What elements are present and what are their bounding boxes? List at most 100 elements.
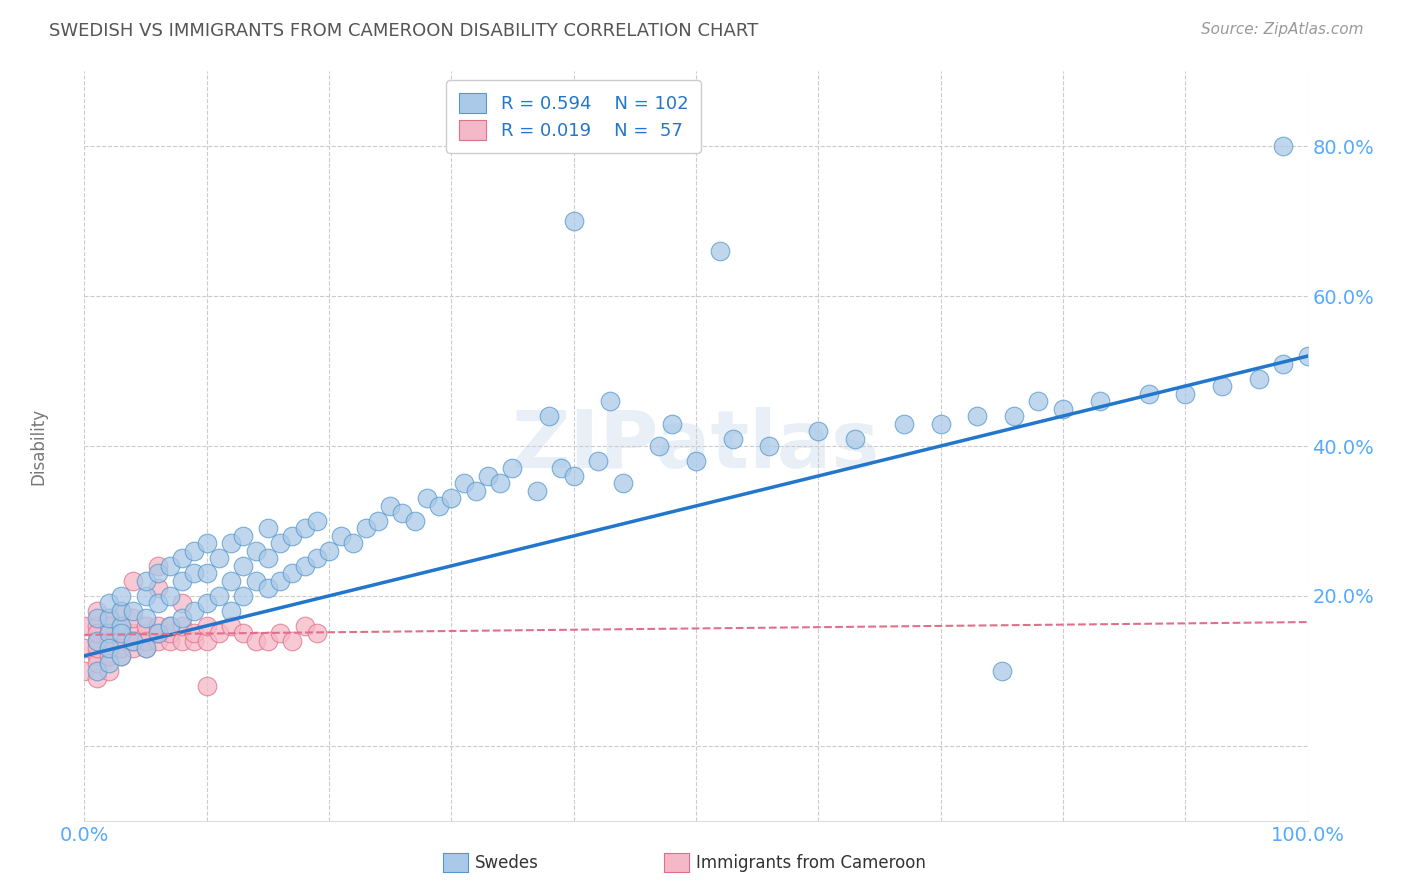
Point [1272, 357, 1295, 371]
Point [86, 671, 108, 685]
Point [1052, 401, 1074, 416]
Point [330, 529, 353, 543]
Point [380, 499, 402, 513]
Point [844, 432, 866, 446]
Point [1088, 394, 1111, 409]
Point [342, 536, 364, 550]
Point [122, 574, 145, 588]
Point [367, 514, 389, 528]
Point [97, 626, 120, 640]
Point [612, 476, 634, 491]
Point [502, 461, 524, 475]
Point [219, 574, 242, 588]
Point [110, 589, 132, 603]
Point [208, 626, 231, 640]
Point [135, 633, 157, 648]
Point [146, 582, 169, 596]
Point [354, 521, 377, 535]
Point [721, 432, 744, 446]
Point [135, 589, 157, 603]
Point [257, 521, 280, 535]
Point [893, 417, 915, 431]
Point [464, 483, 486, 498]
Point [86, 657, 108, 671]
Point [562, 214, 585, 228]
Point [135, 611, 157, 625]
Point [208, 589, 231, 603]
Point [86, 619, 108, 633]
Point [172, 551, 194, 566]
Point [1028, 394, 1050, 409]
Point [1174, 386, 1197, 401]
Point [562, 469, 585, 483]
Point [966, 409, 988, 423]
Text: Swedes: Swedes [475, 854, 538, 871]
Point [135, 641, 157, 656]
Point [172, 633, 194, 648]
Point [146, 566, 169, 581]
Point [172, 619, 194, 633]
Point [195, 633, 218, 648]
Point [281, 633, 304, 648]
Text: Source: ZipAtlas.com: Source: ZipAtlas.com [1201, 22, 1364, 37]
Point [86, 641, 108, 656]
Point [599, 394, 621, 409]
Point [245, 633, 267, 648]
Point [709, 244, 731, 259]
Point [122, 633, 145, 648]
Point [318, 544, 340, 558]
Point [122, 604, 145, 618]
Point [453, 476, 475, 491]
Point [440, 491, 463, 506]
Point [135, 641, 157, 656]
Point [195, 566, 218, 581]
Point [159, 633, 181, 648]
Point [97, 619, 120, 633]
Point [257, 582, 280, 596]
Point [305, 514, 328, 528]
Point [146, 619, 169, 633]
Point [97, 641, 120, 656]
Point [232, 626, 254, 640]
Point [110, 648, 132, 663]
Point [122, 633, 145, 648]
Point [110, 604, 132, 618]
Legend: R = 0.594    N = 102, R = 0.019    N =  57: R = 0.594 N = 102, R = 0.019 N = 57 [447, 80, 700, 153]
Point [294, 521, 316, 535]
Point [86, 664, 108, 678]
Point [195, 619, 218, 633]
Point [1137, 386, 1160, 401]
Point [97, 626, 120, 640]
Point [929, 417, 952, 431]
Point [586, 454, 609, 468]
Point [97, 611, 120, 625]
Point [305, 551, 328, 566]
Point [195, 536, 218, 550]
Point [97, 596, 120, 610]
Point [159, 619, 181, 633]
Point [991, 664, 1014, 678]
Point [86, 633, 108, 648]
Point [135, 619, 157, 633]
Point [135, 574, 157, 588]
Point [232, 529, 254, 543]
Point [232, 558, 254, 573]
Point [135, 626, 157, 640]
Point [172, 574, 194, 588]
Point [685, 454, 707, 468]
Point [73, 619, 96, 633]
Point [110, 604, 132, 618]
Text: Disability: Disability [30, 408, 46, 484]
Point [183, 544, 205, 558]
Point [110, 648, 132, 663]
Point [159, 589, 181, 603]
Point [648, 439, 671, 453]
Point [404, 514, 426, 528]
Point [427, 499, 450, 513]
Point [538, 409, 561, 423]
Point [97, 641, 120, 656]
Point [195, 679, 218, 693]
Point [110, 626, 132, 640]
Point [146, 626, 169, 640]
Point [269, 626, 291, 640]
